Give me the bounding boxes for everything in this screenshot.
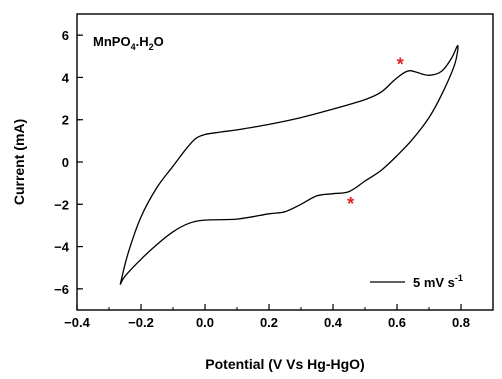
y-tick-label: 6 — [62, 28, 69, 43]
y-tick-label: −6 — [54, 282, 69, 297]
y-tick-label: −2 — [54, 197, 69, 212]
x-tick-label: 0.0 — [196, 315, 214, 330]
peak-marker: * — [347, 194, 354, 214]
x-tick-label: −0.2 — [128, 315, 154, 330]
y-tick-label: 2 — [62, 113, 69, 128]
legend-label: 5 mV s-1 — [413, 273, 463, 290]
x-tick-label: 0.2 — [260, 315, 278, 330]
legend: 5 mV s-1 — [370, 273, 463, 290]
peak-marker: * — [397, 55, 404, 75]
x-axis-ticks: −0.4 −0.2 0.0 0.2 0.4 0.6 0.8 — [64, 304, 494, 330]
y-tick-label: 4 — [62, 70, 70, 85]
y-axis-ticks: −6 −4 −2 0 2 4 6 — [54, 28, 83, 297]
x-tick-label: 0.6 — [388, 315, 406, 330]
y-axis-title: Current (mA) — [11, 119, 27, 205]
y-tick-label: 0 — [62, 155, 69, 170]
x-tick-label: 0.8 — [452, 315, 470, 330]
y-tick-label: −4 — [54, 240, 70, 255]
cv-curve — [119, 45, 459, 285]
plot-frame — [76, 13, 494, 311]
x-axis-title: Potential (V Vs Hg-HgO) — [205, 356, 364, 372]
x-tick-label: 0.4 — [324, 315, 343, 330]
x-tick-label: −0.4 — [64, 315, 90, 330]
sample-label: MnPO4.H2O — [93, 34, 164, 52]
peak-markers: ** — [347, 55, 404, 215]
